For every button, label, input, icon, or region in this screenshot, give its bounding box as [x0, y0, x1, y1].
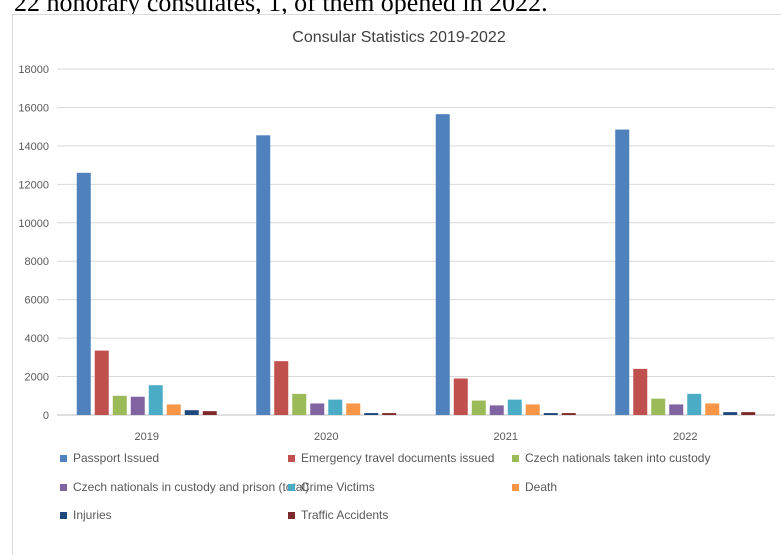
bar-traffic-accidents-2020: [382, 413, 397, 415]
x-tick-label: 2022: [673, 431, 697, 443]
bar-czech-nationals-taken-into-custody-2020: [292, 393, 307, 415]
header-text: 22 honorary consulates, 1, of them opene…: [14, 0, 548, 17]
gridlines: [57, 68, 775, 416]
bar-czech-nationals-in-custody-and-prison-total-2022: [669, 404, 684, 415]
bar-traffic-accidents-2019: [202, 411, 217, 415]
x-tick-label: 2021: [494, 431, 518, 443]
y-tick-label: 10000: [18, 218, 49, 230]
x-axis-ticks: 2019 2020 2021 2022: [135, 431, 698, 443]
bar-death-2022: [705, 403, 720, 415]
bar-czech-nationals-in-custody-and-prison-total-2019: [130, 396, 145, 415]
bar-death-2021: [525, 404, 540, 415]
x-tick-label: 2020: [314, 431, 338, 443]
bar-injuries-2019: [184, 410, 199, 415]
bar-traffic-accidents-2021: [561, 413, 576, 415]
y-tick-label: 14000: [18, 141, 49, 153]
y-tick-label: 18000: [18, 64, 49, 76]
chart-title: Consular Statistics 2019-2022: [292, 29, 506, 46]
bar-czech-nationals-taken-into-custody-2019: [112, 395, 127, 415]
bar-czech-nationals-in-custody-and-prison-total-2020: [310, 403, 325, 415]
bar-emergency-travel-documents-issued-2021: [453, 378, 468, 415]
y-tick-label: 8000: [25, 256, 49, 268]
bar-crime-victims-2019: [148, 385, 163, 415]
bar-passport-issued-2020: [256, 135, 271, 416]
bar-czech-nationals-taken-into-custody-2022: [651, 398, 666, 415]
bar-emergency-travel-documents-issued-2019: [94, 350, 109, 415]
bar-death-2020: [346, 403, 361, 415]
bar-injuries-2021: [543, 413, 558, 415]
bar-passport-issued-2022: [615, 129, 630, 416]
y-tick-label: 4000: [25, 333, 49, 345]
y-axis-ticks: 0 2000 4000 6000 8000 10000 12000 14000 16000 180…: [18, 64, 49, 422]
y-tick-label: 2000: [25, 372, 49, 384]
bar-crime-victims-2022: [687, 393, 702, 415]
bar-czech-nationals-in-custody-and-prison-total-2021: [489, 405, 504, 415]
bar-czech-nationals-taken-into-custody-2021: [471, 400, 486, 415]
bar-crime-victims-2021: [507, 399, 522, 415]
y-tick-label: 6000: [25, 295, 49, 307]
bar-passport-issued-2021: [435, 114, 450, 415]
chart-frame: [12, 14, 781, 555]
bar-chart: Consular Statistics 2019-2022 0 2000 4000 6…: [18, 29, 775, 443]
bars: [76, 114, 756, 416]
bar-emergency-travel-documents-issued-2020: [274, 361, 289, 415]
bar-passport-issued-2019: [76, 172, 91, 415]
bar-death-2019: [166, 404, 181, 415]
y-tick-label: 0: [43, 410, 49, 422]
bar-crime-victims-2020: [328, 399, 343, 415]
bar-injuries-2020: [364, 413, 379, 415]
y-tick-label: 12000: [18, 179, 49, 191]
x-tick-label: 2019: [135, 431, 159, 443]
bar-emergency-travel-documents-issued-2022: [633, 368, 648, 415]
bar-traffic-accidents-2022: [741, 412, 756, 415]
bar-injuries-2022: [723, 412, 738, 415]
y-tick-label: 16000: [18, 102, 49, 114]
